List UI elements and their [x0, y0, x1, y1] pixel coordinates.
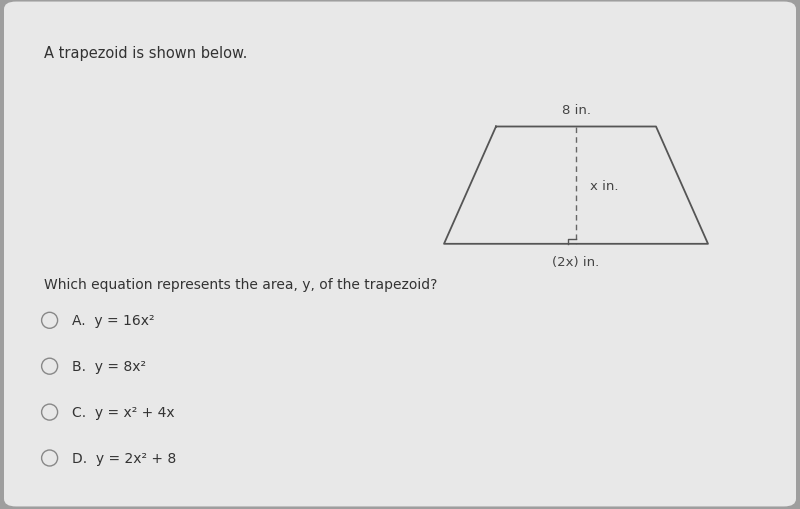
Text: A trapezoid is shown below.: A trapezoid is shown below.: [44, 46, 247, 61]
Text: 8 in.: 8 in.: [562, 104, 590, 117]
Text: C.  y = x² + 4x: C. y = x² + 4x: [72, 405, 174, 419]
Text: A.  y = 16x²: A. y = 16x²: [72, 314, 154, 328]
Text: B.  y = 8x²: B. y = 8x²: [72, 359, 146, 374]
Text: x in.: x in.: [590, 179, 619, 192]
Text: (2x) in.: (2x) in.: [552, 256, 600, 268]
Text: D.  y = 2x² + 8: D. y = 2x² + 8: [72, 451, 176, 465]
Text: Which equation represents the area, y, of the trapezoid?: Which equation represents the area, y, o…: [44, 277, 438, 291]
FancyBboxPatch shape: [4, 3, 796, 506]
